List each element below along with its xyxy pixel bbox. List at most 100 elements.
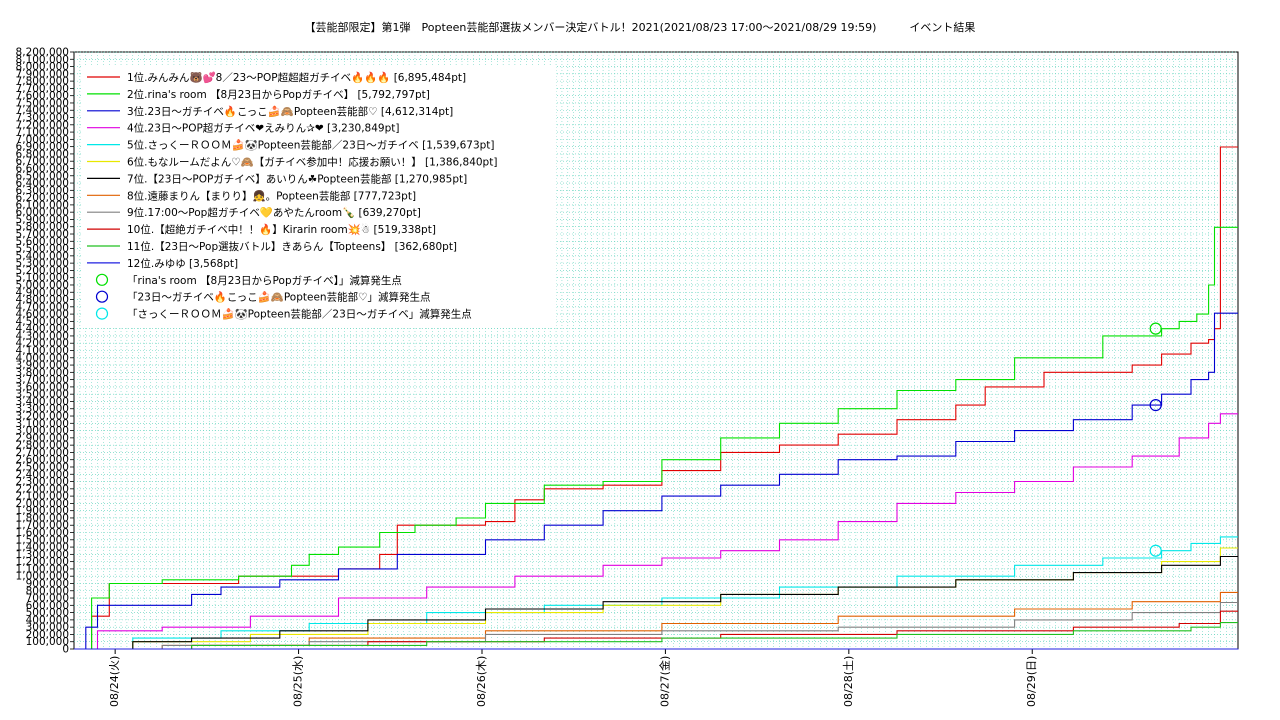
legend-entry: 11位.【23日〜Pop選抜バトル】きあらん【Topteens】 [362,68… [127, 240, 457, 253]
x-tick-label: 08/25(水) [292, 656, 305, 707]
y-tick-label: 4,400,000 [16, 323, 69, 335]
legend-marker-entry: 「さっくーＲＯＯＭ🍰🐼Popteen芸能部／23日〜ガチイベ」減算発生点 [127, 308, 472, 321]
legend-entry: 9位.17:00〜Pop超ガチイベ💛あやたんroom🍾 [639,270pt] [127, 206, 421, 219]
y-tick-label: 6,100,000 [16, 199, 69, 211]
legend-entry: 12位.みゆゆ [3,568pt] [127, 257, 238, 270]
y-tick-label: 5,700,000 [16, 229, 69, 241]
y-tick-label: 2,300,000 [16, 476, 69, 488]
y-tick-label: 7,000,000 [16, 134, 69, 146]
y-tick-label: 2,600,000 [16, 454, 69, 466]
x-tick-label: 08/27(金) [657, 656, 671, 707]
y-tick-label: 6,500,000 [16, 170, 69, 182]
y-tick-label: 500,000 [26, 607, 69, 619]
y-tick-label: 1,000,000 [16, 571, 69, 583]
y-tick-label: 3,000,000 [16, 425, 69, 437]
y-tick-label: 4,900,000 [16, 287, 69, 299]
y-tick-label: 1,400,000 [16, 542, 69, 554]
y-tick-label: 4,800,000 [16, 294, 69, 306]
y-tick-label: 2,500,000 [16, 461, 69, 473]
y-tick-label: 2,200,000 [16, 483, 69, 495]
y-tick-label: 8,000,000 [16, 61, 69, 73]
y-tick-label: 1,600,000 [16, 527, 69, 539]
x-tick-label: 08/29(日) [1025, 656, 1038, 707]
y-tick-label: 2,800,000 [16, 440, 69, 452]
legend-entry: 3位.23日〜ガチイベ🔥こっこ🍰🙈Popteen芸能部♡ [4,612,314p… [127, 105, 453, 118]
y-tick-label: 5,300,000 [16, 258, 69, 270]
x-tick-label: 08/24(火) [108, 656, 121, 707]
subtraction-marker-3 [1149, 544, 1162, 557]
legend-marker-entry: 「23日〜ガチイベ🔥こっこ🍰🙈Popteen芸能部♡」減算発生点 [127, 291, 431, 304]
series-line-11 [74, 622, 1238, 650]
legend-entry: 1位.みんみん🐻💕8／23〜POP超超超ガチイベ🔥🔥🔥 [6,895,484pt… [127, 71, 466, 84]
legend-entry: 5位.さっくーＲＯＯＭ🍰🐼Popteen芸能部／23日〜ガチイベ [1,539,… [127, 139, 495, 152]
legend-entry: 8位.遠藤まりん【まりり】👧。Popteen芸能部 [777,723pt] [127, 189, 416, 202]
y-tick-label: 2,700,000 [16, 447, 69, 459]
y-tick-label: 2,100,000 [16, 491, 69, 503]
legend-entry: 6位.もなルームだよん♡🙈【ガチイベ参加中！応援お願い！】 [1,386,840… [127, 156, 497, 169]
y-tick-label: 1,100,000 [16, 563, 69, 575]
y-tick-label: 4,000,000 [16, 352, 69, 364]
y-tick-label: 2,900,000 [16, 432, 69, 444]
series-line-5 [74, 536, 1238, 650]
y-tick-label: 1,700,000 [16, 520, 69, 532]
y-tick-label: 6,300,000 [16, 185, 69, 197]
y-tick-label: 5,200,000 [16, 265, 69, 277]
y-tick-label: 3,800,000 [16, 367, 69, 379]
y-tick-label: 3,700,000 [16, 374, 69, 386]
y-tick-label: 6,900,000 [16, 141, 69, 153]
y-tick-label: 6,200,000 [16, 192, 69, 204]
legend-entry: 2位.rina's room 【8月23日からPopガチイベ】 [5,792,7… [127, 88, 430, 101]
y-tick-label: 700,000 [26, 593, 69, 605]
y-tick-label: 5,800,000 [16, 221, 69, 233]
y-tick-label: 7,800,000 [16, 76, 69, 88]
y-tick-label: 3,300,000 [16, 403, 69, 415]
chart-title: 【芸能部限定】第1弾 Popteen芸能部選抜メンバー決定バトル！2021(20… [304, 21, 976, 34]
y-tick-label: 1,200,000 [16, 556, 69, 568]
y-tick-label: 6,400,000 [16, 178, 69, 190]
y-tick-label: 100,000 [26, 636, 69, 648]
y-tick-label: 4,500,000 [16, 316, 69, 328]
y-tick-label: 4,300,000 [16, 330, 69, 342]
y-tick-label: 8,100,000 [16, 54, 69, 66]
y-tick-label: 6,800,000 [16, 148, 69, 160]
y-tick-label: 600,000 [26, 600, 69, 612]
y-tick-label: 400,000 [26, 614, 69, 626]
y-tick-label: 4,100,000 [16, 345, 69, 357]
y-tick-label: 3,400,000 [16, 396, 69, 408]
y-tick-label: 7,600,000 [16, 90, 69, 102]
y-tick-label: 1,500,000 [16, 534, 69, 546]
y-tick-label: 2,400,000 [16, 469, 69, 481]
subtraction-marker-1 [1149, 322, 1162, 335]
legend-entry: 7位.【23日〜POPガチイベ】あいりん☘Popteen芸能部 [1,270,9… [127, 172, 467, 185]
y-tick-label: 5,600,000 [16, 236, 69, 248]
y-tick-label: 1,300,000 [16, 549, 69, 561]
legend-box [82, 66, 556, 328]
y-tick-label: 3,500,000 [16, 389, 69, 401]
y-tick-label: 4,200,000 [16, 338, 69, 350]
y-tick-label: 800,000 [26, 585, 69, 597]
y-tick-label: 3,600,000 [16, 381, 69, 393]
legend-marker-swatch [95, 307, 109, 320]
series-line-4 [74, 413, 1238, 650]
y-tick-label: 900,000 [26, 578, 69, 590]
y-tick-label: 2,000,000 [16, 498, 69, 510]
x-tick-label: 08/28(土) [842, 656, 855, 707]
y-tick-label: 7,100,000 [16, 127, 69, 139]
y-tick-label: 7,700,000 [16, 83, 69, 95]
y-tick-label: 5,500,000 [16, 243, 69, 255]
y-tick-label: 5,100,000 [16, 272, 69, 284]
x-tick-label: 08/26(木) [475, 656, 488, 707]
y-tick-label: 4,700,000 [16, 301, 69, 313]
y-tick-label: 300,000 [26, 622, 69, 634]
y-tick-label: 6,600,000 [16, 163, 69, 175]
y-tick-label: 7,500,000 [16, 97, 69, 109]
y-tick-label: 8,200,000 [16, 47, 69, 59]
y-tick-label: 7,300,000 [16, 112, 69, 124]
legend-marker-entry: 「rina's room 【8月23日からPopガチイベ】」減算発生点 [127, 274, 402, 287]
y-tick-label: 7,200,000 [16, 119, 69, 131]
y-tick-label: 1,900,000 [16, 505, 69, 517]
y-tick-label: 0 [62, 644, 69, 656]
y-tick-label: 3,100,000 [16, 418, 69, 430]
y-tick-label: 3,200,000 [16, 411, 69, 423]
